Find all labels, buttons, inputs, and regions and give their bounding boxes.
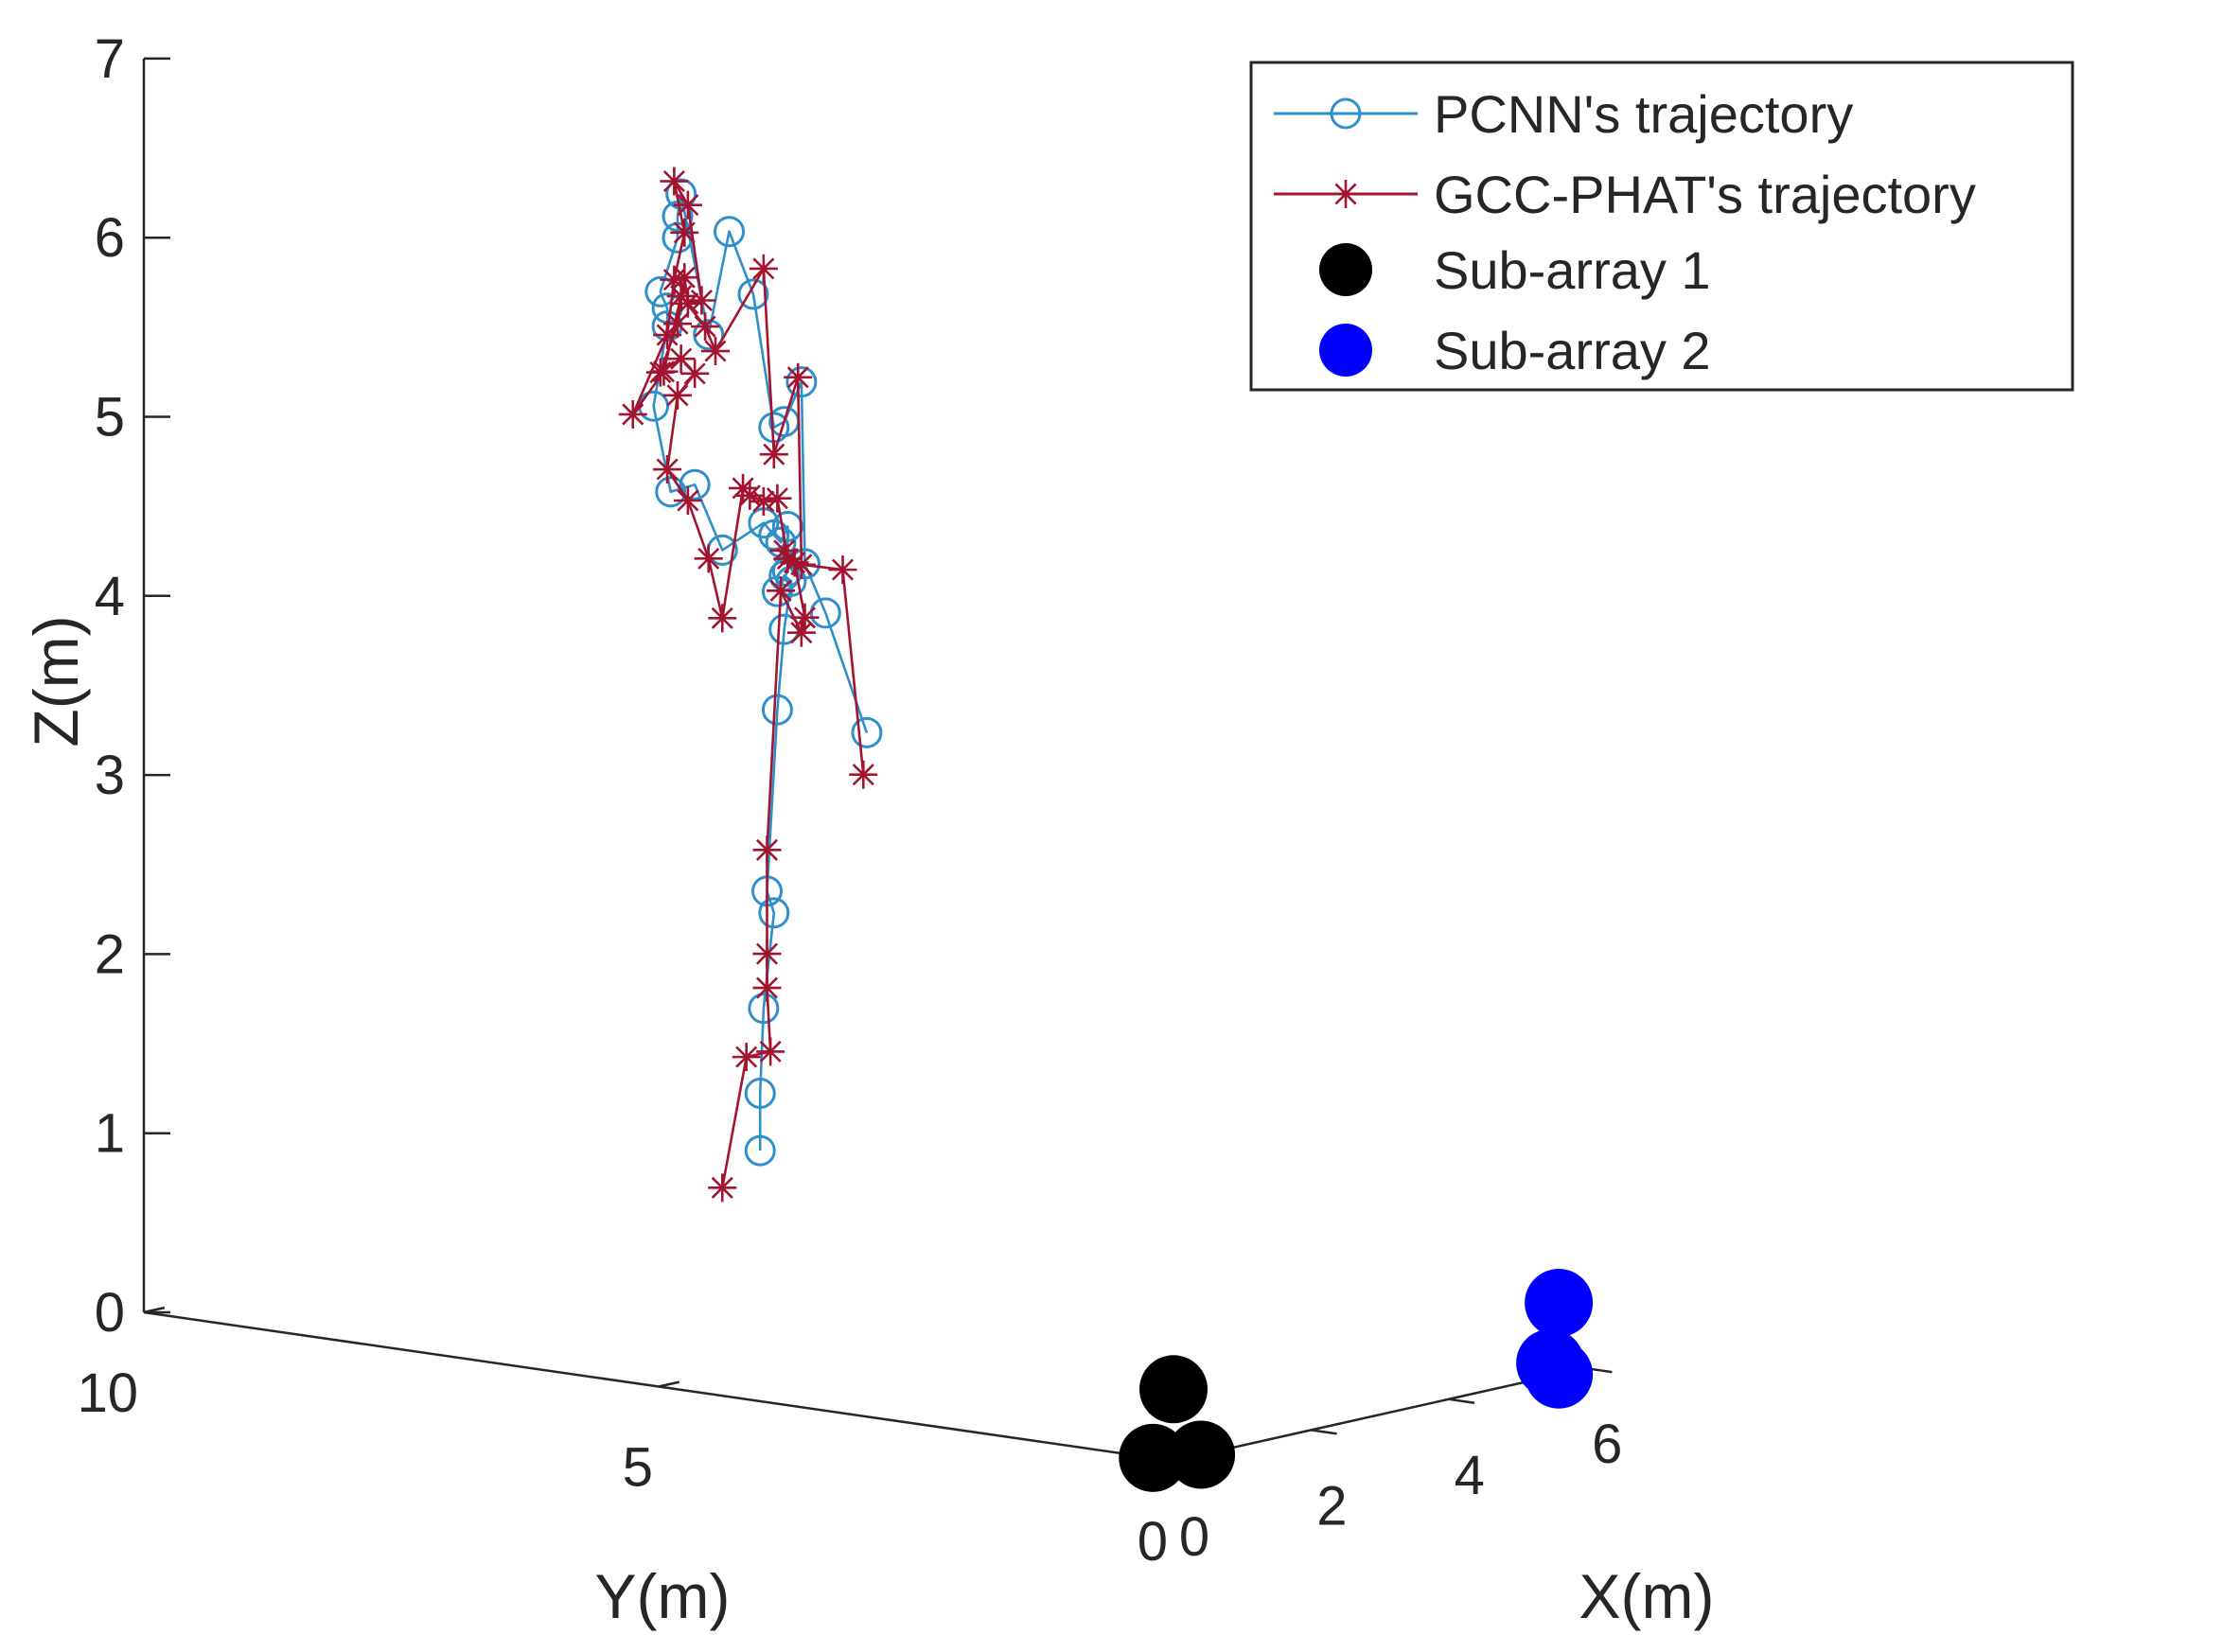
y-tick-mark [658,1380,680,1388]
data-point [758,518,790,551]
x-tick-label: 0 [1179,1506,1209,1568]
x-tick-label: 4 [1455,1445,1485,1506]
data-point [708,1173,737,1203]
x-axis-line [1173,1366,1587,1463]
z-tick-label: 0 [95,1282,125,1344]
data-point [809,597,841,629]
legend: PCNN's trajectory GCC-PHAT's trajectory … [1249,61,2074,392]
data-point [744,1134,776,1167]
data-point [691,312,720,342]
data-point [1516,1328,1585,1397]
data-point [849,760,878,789]
x-tick-label: 2 [1316,1475,1347,1537]
data-point [694,544,723,573]
legend-gcc-label: GCC-PHAT's trajectory [1434,165,1976,224]
data-point [767,576,796,606]
data-point [660,167,689,196]
x-tick-mark [1311,1429,1337,1435]
legend-subarray2-label: Sub-array 2 [1434,321,1711,380]
legend-pcnn-label: PCNN's trajectory [1434,84,1853,144]
z-tick-label: 3 [95,745,125,806]
data-point [673,485,702,515]
y-tick-label: 0 [1138,1511,1168,1573]
series-2 [1119,1355,1236,1492]
data-point [769,536,799,565]
data-point [784,362,813,392]
data-point [655,476,687,508]
data-point [748,993,780,1025]
data-point [761,694,793,726]
data-point [708,604,737,633]
data-point [1167,1420,1236,1489]
data-point [785,366,818,398]
data-point [790,603,820,632]
series-1 [618,167,878,1203]
data-point [693,319,725,351]
z-tick-label: 1 [95,1103,125,1165]
data-point [687,286,716,315]
legend-gcc-star-shape [1332,180,1360,208]
data-point [732,1043,761,1072]
data-point [737,278,769,310]
data-point [759,440,788,469]
legend-subarray1-marker [1319,243,1372,296]
data-point [752,835,782,865]
y-tick-label: 10 [77,1362,138,1424]
x-axis-label: X(m) [1579,1561,1715,1631]
y-axis-label: Y(m) [595,1561,731,1631]
data-point [700,337,730,366]
data-point [653,455,682,484]
data-point [665,178,697,210]
z-axis-label: Z(m) [21,615,91,747]
data-point [1525,1269,1594,1337]
series-line [652,192,869,1151]
data-point [670,218,699,247]
data-point [679,468,711,501]
data-point [758,897,790,929]
data-point [666,281,696,310]
legend-subarray2-marker [1319,324,1372,377]
data-point [1139,1355,1208,1424]
x-tick-mark [1448,1397,1475,1404]
legend-box [1249,61,2074,392]
data-point [851,716,883,748]
series-3 [1516,1269,1594,1409]
z-tick-label: 7 [95,28,125,90]
z-tick-label: 2 [95,923,125,985]
data-point [666,344,696,374]
data-series [618,167,1594,1492]
data-point [752,940,782,969]
legend-subarray1-label: Sub-array 1 [1434,240,1711,300]
data-point [765,526,797,558]
legend-pcnn-marker [1330,97,1362,130]
z-tick-label: 6 [95,207,125,269]
legend-gcc-marker [1332,180,1360,208]
data-point [744,1078,776,1109]
data-point [653,321,682,350]
data-point [828,555,857,585]
y-tick-label: 5 [623,1437,653,1499]
data-point [749,254,778,283]
data-point [649,357,679,386]
data-point [729,473,758,502]
data-point [618,399,647,429]
data-point [752,974,782,1003]
z-tick-label: 4 [95,566,125,627]
data-point [663,380,693,410]
data-point [756,1037,785,1066]
data-point [786,550,816,579]
z-tick-label: 5 [95,387,125,448]
data-point [714,216,746,248]
x-tick-label: 6 [1592,1414,1622,1475]
data-point [673,190,702,220]
